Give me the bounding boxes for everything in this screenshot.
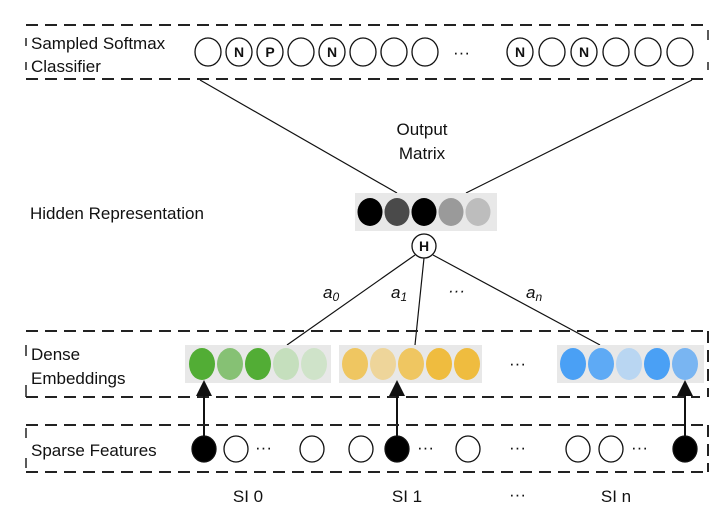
active-sparse-feature (191, 435, 217, 463)
embedding-unit (560, 348, 586, 380)
softmax-node-n (225, 37, 253, 67)
embedding-unit (454, 348, 480, 380)
embedding-unit (398, 348, 424, 380)
softmax-node-n (570, 37, 598, 67)
hidden-unit (357, 198, 383, 226)
si-0-label: SI 0 (233, 487, 263, 506)
sparse-feature (348, 435, 374, 463)
softmax-node-label: N (515, 44, 525, 60)
output-matrix-edge-right (465, 79, 693, 194)
embedding-unit (217, 348, 243, 380)
sparse-feature (455, 435, 481, 463)
dense-label-line2: Embeddings (31, 369, 126, 388)
output-matrix-label-line1: Output (396, 120, 447, 139)
embedding-unit (616, 348, 642, 380)
softmax-label-line2: Classifier (31, 57, 101, 76)
attention-edge-n (432, 254, 601, 346)
sparse-ellipsis: ··· (631, 438, 648, 457)
sparse-feature (299, 435, 325, 463)
hidden-unit (465, 198, 491, 226)
softmax-node (194, 37, 222, 67)
softmax-node (634, 37, 662, 67)
embedding-unit (672, 348, 698, 380)
dense-ellipsis: ··· (509, 354, 526, 373)
embedding-unit (342, 348, 368, 380)
softmax-node-label: N (327, 44, 337, 60)
sparse-feature (223, 435, 249, 463)
softmax-ellipsis: ··· (453, 43, 470, 62)
active-sparse-feature (672, 435, 698, 463)
attention-edge-0 (286, 254, 416, 346)
softmax-node-p (256, 37, 284, 67)
h-node-label: H (419, 238, 429, 254)
sparse-ellipsis: ··· (255, 438, 272, 457)
hidden-representation-label: Hidden Representation (30, 204, 204, 223)
embedding-unit (301, 348, 327, 380)
softmax-node (349, 37, 377, 67)
output-matrix-label-line2: Matrix (399, 144, 446, 163)
attention-ellipsis: ··· (448, 281, 465, 300)
hidden-unit (384, 198, 410, 226)
softmax-node-n (506, 37, 534, 67)
a0-label: a0 (323, 283, 339, 304)
hidden-unit (411, 198, 437, 226)
hidden-unit (438, 198, 464, 226)
softmax-node (666, 37, 694, 67)
embedding-unit (370, 348, 396, 380)
sparse-ellipsis: ··· (509, 438, 526, 457)
dense-label-line1: Dense (31, 345, 80, 364)
sparse-label: Sparse Features (31, 441, 157, 460)
softmax-node-n (318, 37, 346, 67)
embedding-unit (273, 348, 299, 380)
softmax-node-label: P (265, 44, 274, 60)
an-label: an (526, 283, 542, 304)
embedding-unit (644, 348, 670, 380)
active-sparse-feature (384, 435, 410, 463)
dense-embeddings-region: Dense Embeddings ··· (25, 330, 709, 398)
softmax-node (287, 37, 315, 67)
sparse-feature (598, 435, 624, 463)
attention-labels: a0 a1 ··· an (323, 281, 542, 304)
sparse-features-region: Sparse Features ··· ··· ··· ··· (25, 424, 709, 473)
embedding-unit (588, 348, 614, 380)
embedding-unit (189, 348, 215, 380)
si-n-label: SI n (601, 487, 631, 506)
output-matrix-edge-left (199, 79, 398, 194)
softmax-node (411, 37, 439, 67)
embedding-unit (426, 348, 452, 380)
a1-label: a1 (391, 283, 407, 304)
softmax-node (602, 37, 630, 67)
si-1-label: SI 1 (392, 487, 422, 506)
softmax-node (380, 37, 408, 67)
softmax-label-line1: Sampled Softmax (31, 34, 166, 53)
embedding-unit (245, 348, 271, 380)
si-ellipsis: ··· (509, 485, 526, 504)
sparse-feature (565, 435, 591, 463)
sparse-ellipsis: ··· (417, 438, 434, 457)
softmax-region: Sampled Softmax Classifier N P N ··· N N (25, 24, 709, 80)
softmax-node-label: N (234, 44, 244, 60)
softmax-node-label: N (579, 44, 589, 60)
softmax-node (538, 37, 566, 67)
